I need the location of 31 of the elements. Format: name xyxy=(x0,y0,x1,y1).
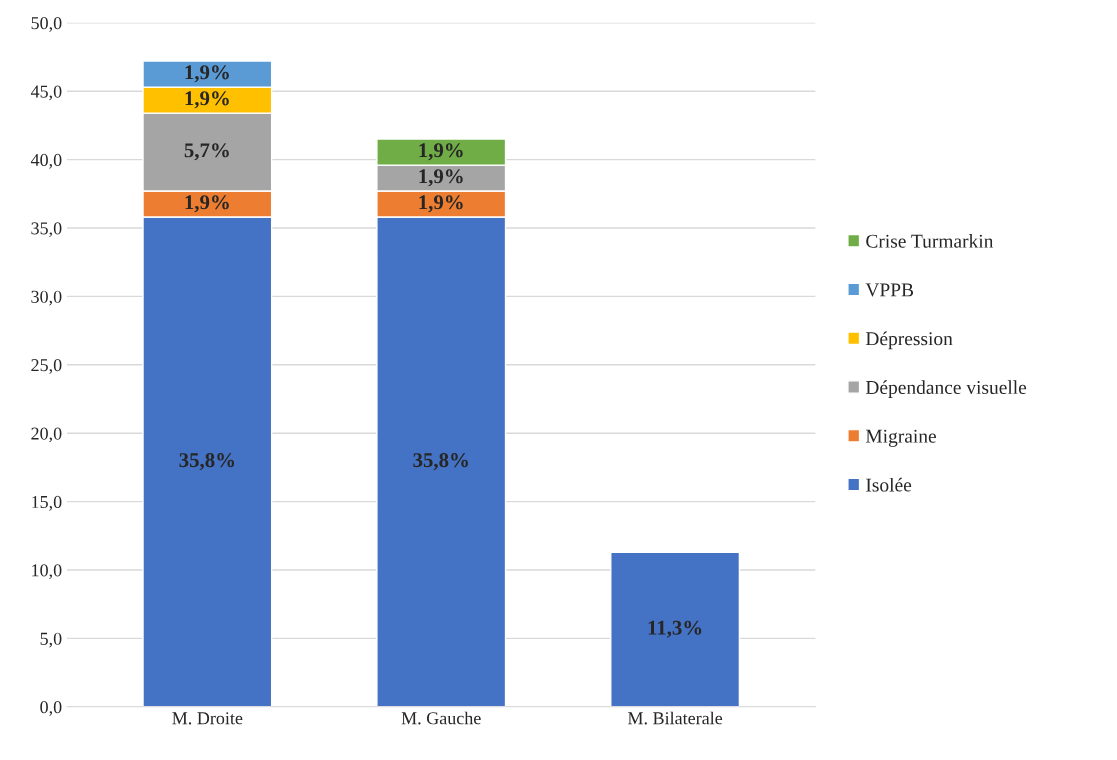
x-tick-label: M. Droite xyxy=(172,712,243,725)
data-label: 1,9% xyxy=(185,195,229,213)
y-tick-label: 10,0 xyxy=(32,564,62,580)
data-label: 35,8% xyxy=(179,453,235,471)
data-label: 5,7% xyxy=(184,143,229,161)
data-label: 1,9% xyxy=(185,65,229,83)
y-tick-label: 30,0 xyxy=(31,290,62,306)
y-tick-label: 15,0 xyxy=(32,495,62,511)
data-label: 1,9% xyxy=(419,169,463,187)
y-tick-label: 5,0 xyxy=(40,632,62,648)
data-label: 35,8% xyxy=(413,453,468,471)
y-tick-label: 40,0 xyxy=(30,153,62,169)
y-tick-label: 25,0 xyxy=(31,359,62,374)
legend-label: Dépression xyxy=(865,331,953,350)
legend-label: VPPB xyxy=(865,283,914,297)
legend-label: Dépendance visuelle xyxy=(865,380,1027,398)
legend-label: Crise Turmarkin xyxy=(866,234,994,248)
data-label: 11,3% xyxy=(648,620,702,638)
y-tick-label: 50,0 xyxy=(31,17,62,32)
y-tick-label: 0,0 xyxy=(40,701,62,716)
y-tick-label: 20,0 xyxy=(31,427,62,443)
data-label: 1,9% xyxy=(419,195,463,213)
legend-label: Migraine xyxy=(865,429,936,447)
data-label: 1,9% xyxy=(185,91,229,109)
data-label: 1,9% xyxy=(419,143,463,161)
bar xyxy=(610,551,741,707)
legend-label: Isolée xyxy=(866,477,912,492)
x-tick-label: M. Gauche xyxy=(401,711,481,725)
x-tick-label: M. Bilaterale xyxy=(627,711,723,725)
y-tick-label: 45,0 xyxy=(30,85,62,101)
y-tick-label: 35,0 xyxy=(31,222,62,238)
